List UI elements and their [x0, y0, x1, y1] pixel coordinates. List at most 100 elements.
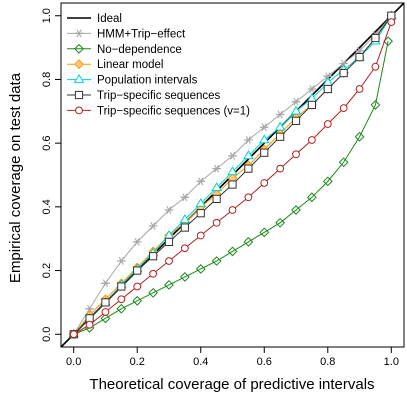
data-point	[387, 18, 396, 27]
data-point	[323, 72, 332, 81]
y-tick-label: 0.6	[41, 135, 53, 150]
data-point	[260, 148, 269, 157]
legend-label: Trip−specific sequences	[97, 90, 221, 102]
data-point	[101, 298, 110, 307]
data-point	[260, 179, 269, 187]
data-point	[275, 217, 286, 228]
x-tick-label: 0.0	[66, 356, 81, 368]
data-point	[212, 164, 221, 173]
data-point	[165, 257, 173, 265]
legend-item: Population intervals	[67, 74, 198, 87]
data-point	[101, 308, 110, 316]
legend-item: Trip−specific sequences	[67, 90, 221, 102]
legend-label: HMM+Trip−effect	[97, 28, 186, 40]
data-point	[180, 244, 189, 253]
data-point	[228, 151, 237, 160]
data-point	[133, 282, 142, 291]
data-point	[244, 193, 253, 202]
x-tick-label: 1.0	[384, 356, 399, 368]
data-point	[355, 85, 364, 93]
data-point	[338, 157, 349, 168]
plot-frame	[60, 2, 405, 348]
y-tick-label: 0.0	[41, 327, 53, 342]
data-point	[244, 136, 253, 144]
data-point	[149, 269, 158, 278]
legend-marker	[74, 43, 84, 54]
legend-item: Ideal	[67, 13, 122, 25]
data-point	[227, 166, 238, 176]
data-point	[276, 132, 285, 141]
data-point	[116, 303, 127, 314]
x-tick-label: 0.2	[130, 356, 145, 368]
data-point	[132, 295, 143, 306]
legend-item: No−dependence	[67, 44, 182, 56]
data-point	[228, 180, 237, 189]
data-point	[323, 84, 332, 94]
data-point	[195, 264, 206, 274]
x-tick-label: 0.4	[193, 356, 208, 368]
data-point	[259, 227, 270, 238]
data-point	[117, 282, 126, 291]
data-point	[322, 176, 333, 187]
data-point	[323, 120, 332, 128]
data-point	[228, 206, 237, 214]
y-tick-label: 0.2	[41, 263, 53, 278]
legend-marker	[74, 59, 84, 70]
x-tick-label: 0.6	[257, 356, 272, 368]
y-axis-label: Empirical coverage on test data	[7, 72, 24, 283]
legend-label: No−dependence	[97, 44, 182, 56]
data-point	[339, 59, 348, 68]
y-tick-label: 1.0	[41, 8, 53, 23]
data-point	[149, 252, 158, 261]
data-point	[243, 150, 254, 160]
legend-item: Linear model	[67, 59, 163, 71]
data-point	[307, 100, 316, 110]
data-point	[164, 206, 174, 214]
data-point	[260, 123, 269, 132]
data-point	[100, 313, 111, 324]
legend-label: Ideal	[97, 13, 122, 25]
data-point	[148, 222, 158, 230]
data-point	[371, 33, 380, 43]
data-point	[117, 257, 126, 265]
x-axis-label: Theoretical coverage of predictive inter…	[89, 376, 374, 393]
data-point	[211, 256, 222, 266]
data-point	[117, 295, 126, 304]
legend-marker	[74, 90, 84, 100]
data-point	[290, 105, 302, 115]
data-point	[164, 237, 174, 246]
y-tick-label: 0.8	[41, 72, 53, 87]
data-point	[339, 104, 348, 113]
data-point	[370, 100, 381, 110]
data-point	[133, 237, 142, 246]
data-point	[307, 85, 317, 93]
data-point	[196, 177, 205, 186]
series-line-no-dependence	[73, 41, 389, 335]
data-point	[85, 320, 94, 329]
data-point	[196, 231, 205, 240]
data-point	[180, 223, 189, 232]
data-point	[227, 246, 238, 257]
data-point	[148, 287, 159, 298]
data-point	[244, 164, 253, 173]
data-point	[355, 53, 364, 62]
legend-label: Linear model	[97, 59, 163, 71]
data-point	[179, 214, 191, 223]
legend-item: Trip−specific sequences (v=1)	[67, 105, 250, 117]
data-point	[69, 330, 78, 339]
data-point	[292, 150, 300, 159]
legend-label: Population intervals	[97, 75, 198, 87]
data-point	[179, 272, 190, 282]
data-point	[291, 205, 301, 215]
data-point	[85, 304, 94, 313]
legend-marker	[75, 106, 83, 115]
data-point	[196, 209, 205, 218]
data-point	[291, 116, 301, 125]
legend-marker	[73, 74, 85, 83]
data-point	[291, 97, 301, 106]
data-point	[275, 110, 285, 119]
y-tick-label: 0.4	[41, 199, 53, 214]
data-point	[133, 266, 142, 275]
data-point	[307, 136, 316, 144]
